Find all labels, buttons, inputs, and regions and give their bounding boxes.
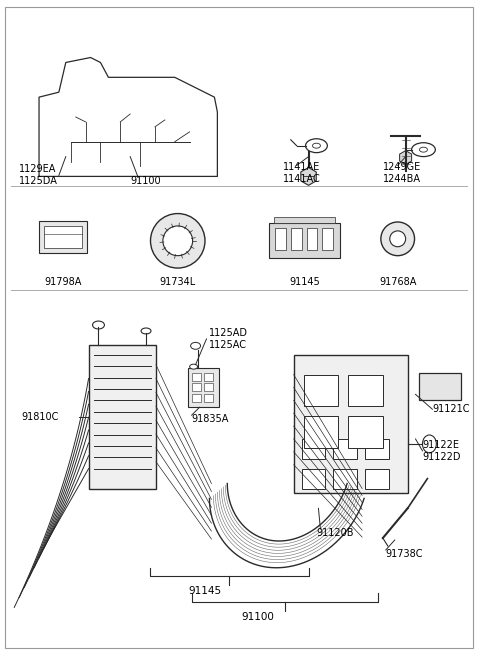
Bar bbox=[188, 367, 219, 407]
Polygon shape bbox=[400, 151, 412, 164]
Bar bbox=[365, 439, 389, 458]
Ellipse shape bbox=[141, 328, 151, 334]
Bar bbox=[275, 228, 286, 250]
Bar bbox=[192, 373, 201, 381]
Text: 91145: 91145 bbox=[289, 278, 320, 288]
Text: 91120B: 91120B bbox=[316, 528, 354, 538]
Text: 91100: 91100 bbox=[241, 612, 275, 622]
Ellipse shape bbox=[190, 364, 198, 369]
Ellipse shape bbox=[381, 222, 415, 255]
Bar bbox=[204, 383, 214, 392]
Ellipse shape bbox=[422, 435, 436, 453]
Text: 91768A: 91768A bbox=[379, 278, 416, 288]
Text: 1125AD: 1125AD bbox=[209, 328, 249, 338]
Bar bbox=[303, 375, 338, 406]
Text: 91810C: 91810C bbox=[21, 412, 59, 422]
Bar bbox=[348, 375, 383, 406]
Text: 91835A: 91835A bbox=[192, 414, 229, 424]
Text: 91122E: 91122E bbox=[422, 440, 459, 450]
Bar bbox=[323, 228, 333, 250]
Text: 1141AE: 1141AE bbox=[283, 162, 320, 172]
Text: 91738C: 91738C bbox=[386, 549, 423, 559]
Text: 91122D: 91122D bbox=[422, 452, 461, 462]
Bar bbox=[39, 221, 86, 253]
Bar bbox=[348, 416, 383, 448]
Bar bbox=[274, 217, 336, 223]
Polygon shape bbox=[301, 168, 316, 185]
Text: 91145: 91145 bbox=[188, 586, 221, 595]
Bar bbox=[365, 469, 389, 489]
Ellipse shape bbox=[390, 231, 406, 247]
Bar bbox=[204, 394, 214, 402]
Text: 1244BA: 1244BA bbox=[383, 174, 421, 184]
Ellipse shape bbox=[151, 214, 205, 268]
Bar bbox=[204, 373, 214, 381]
Ellipse shape bbox=[312, 143, 321, 148]
Text: 91100: 91100 bbox=[130, 176, 161, 187]
Bar bbox=[44, 226, 82, 248]
Bar bbox=[301, 439, 325, 458]
Text: 1125AC: 1125AC bbox=[209, 340, 248, 350]
Bar bbox=[307, 228, 317, 250]
Bar bbox=[192, 383, 201, 392]
Text: 91798A: 91798A bbox=[44, 278, 82, 288]
Ellipse shape bbox=[163, 226, 192, 255]
Text: 1249GE: 1249GE bbox=[383, 162, 421, 172]
Bar bbox=[294, 355, 408, 493]
Ellipse shape bbox=[93, 321, 105, 329]
Bar bbox=[303, 416, 338, 448]
Ellipse shape bbox=[420, 147, 427, 152]
Bar bbox=[333, 439, 357, 458]
Ellipse shape bbox=[191, 343, 201, 349]
Bar bbox=[89, 345, 156, 489]
Bar bbox=[192, 394, 201, 402]
Text: 91121C: 91121C bbox=[432, 404, 470, 414]
Text: 91734L: 91734L bbox=[160, 278, 196, 288]
Bar bbox=[333, 469, 357, 489]
Text: 1125DA: 1125DA bbox=[19, 176, 58, 187]
Bar bbox=[420, 373, 461, 400]
Text: 1129EA: 1129EA bbox=[19, 164, 57, 174]
Bar bbox=[291, 228, 301, 250]
Text: 1141AC: 1141AC bbox=[283, 174, 321, 184]
Bar bbox=[301, 469, 325, 489]
Bar bbox=[269, 223, 340, 257]
